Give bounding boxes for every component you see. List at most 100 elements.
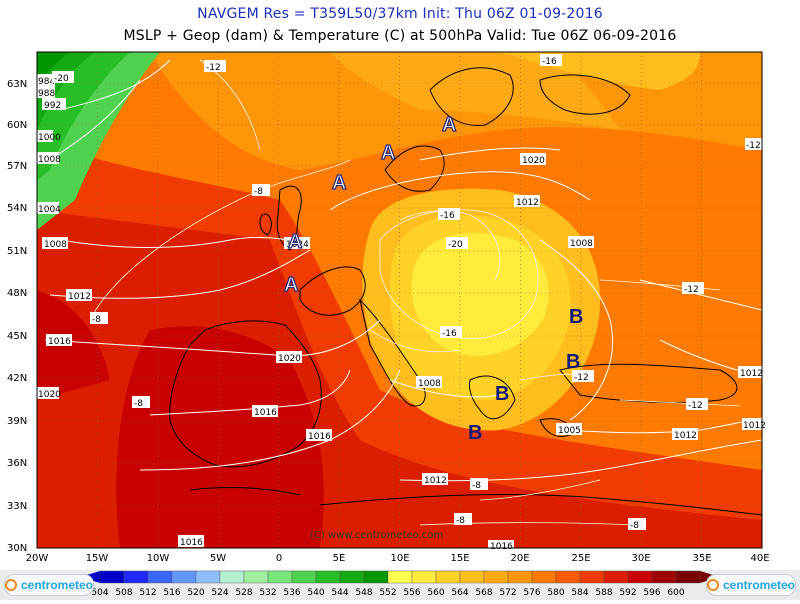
scale-value-label: 544 xyxy=(331,588,348,598)
low-pressure-marker: B xyxy=(569,306,583,328)
coastlines xyxy=(169,67,762,516)
scale-value-label: 536 xyxy=(283,588,300,598)
high-pressure-marker: A xyxy=(288,231,302,253)
scale-value-label: 540 xyxy=(307,588,324,598)
isobar-label: 1012 xyxy=(424,476,447,486)
lon-tick-label: 25E xyxy=(571,553,590,564)
scale-value-label: 548 xyxy=(355,588,372,598)
isobar-label: 1008 xyxy=(418,379,441,389)
scale-color-box xyxy=(147,570,173,584)
scale-color-box xyxy=(267,570,293,584)
isobar-label: 1012 xyxy=(516,198,539,208)
isobar-label: 1016 xyxy=(48,337,71,347)
map-frame xyxy=(36,51,763,549)
isobar-label: 1024 xyxy=(286,240,309,250)
scale-value-label: 552 xyxy=(379,588,396,598)
isobar-label: 1016 xyxy=(308,432,331,442)
scale-color-box xyxy=(291,570,317,584)
lon-tick-label: 35E xyxy=(692,553,711,564)
scale-value-label: 596 xyxy=(643,588,660,598)
scale-color-box xyxy=(195,570,221,584)
isotherm-label: -8 xyxy=(630,521,639,531)
lat-tick-label: 63N xyxy=(7,79,27,90)
high-pressure-marker: A xyxy=(284,274,298,296)
isotherm-label: -8 xyxy=(134,399,143,409)
isobar-label: 1020 xyxy=(278,354,301,364)
scale-value-label: 504 xyxy=(91,588,108,598)
lat-tick-label: 30N xyxy=(7,543,27,554)
lat-tick-label: 60N xyxy=(7,120,27,131)
lon-tick-label: 15W xyxy=(86,553,109,564)
isotherm-label: -8 xyxy=(92,315,101,325)
scale-value-label: 568 xyxy=(475,588,492,598)
lon-tick-label: 40E xyxy=(750,553,769,564)
chart-title-fields: MSLP + Geop (dam) & Temperature (C) at 5… xyxy=(123,28,677,44)
isobar-label: 984 xyxy=(38,77,55,87)
weather-map: 1008 1012 1016 1020 1024 1012 1008 1020 … xyxy=(7,51,770,564)
color-scale-bar: 504 508 512 516 520 524 528 532 536 540 544 548 552 5… xyxy=(80,570,720,598)
isobars xyxy=(44,59,762,482)
high-pressure-marker: A xyxy=(442,114,456,136)
scale-value-label: 572 xyxy=(499,588,516,598)
scale-value-label: 556 xyxy=(403,588,420,598)
scale-value-label: 516 xyxy=(163,588,180,598)
lat-tick-label: 39N xyxy=(7,416,27,427)
isotherm-label: -8 xyxy=(472,481,481,491)
scale-color-box xyxy=(363,570,389,584)
lon-tick-label: 30E xyxy=(631,553,650,564)
isobar-label: 1020 xyxy=(522,156,545,166)
isobar-label: 1000 xyxy=(38,133,61,143)
isotherm-label: -12 xyxy=(574,373,589,383)
scale-value-label: 600 xyxy=(667,588,684,598)
isobar-label: 1012 xyxy=(743,421,766,431)
scale-color-box xyxy=(387,570,413,584)
scale-value-label: 508 xyxy=(115,588,132,598)
lat-tick-label: 51N xyxy=(7,246,27,257)
scale-color-box xyxy=(531,570,557,584)
scale-color-box xyxy=(315,570,341,584)
scale-color-box xyxy=(435,570,461,584)
scale-color-box xyxy=(171,570,197,584)
isobar-label: 1012 xyxy=(68,292,91,302)
scale-value-label: 584 xyxy=(571,588,588,598)
scale-color-box xyxy=(99,570,125,584)
lat-tick-label: 54N xyxy=(7,203,27,214)
lat-tick-label: 33N xyxy=(7,501,27,512)
color-scale-legend: 504 508 512 516 520 524 528 532 536 540 544 548 552 5… xyxy=(0,570,800,600)
lat-lon-grid xyxy=(37,52,762,548)
isotherm-labels: -20 -16 -12 -8 -8 -8 -16 -20 -16 -12 -12… xyxy=(52,54,762,531)
isotherm-label: -12 xyxy=(746,141,761,151)
lon-tick-label: 10W xyxy=(147,553,170,564)
isobar-label: 1005 xyxy=(558,426,581,436)
lat-tick-label: 45N xyxy=(7,331,27,342)
low-pressure-marker: B xyxy=(566,351,580,373)
lon-tick-label: 5E xyxy=(333,553,346,564)
isobar-label: 1020 xyxy=(38,390,61,400)
scale-color-box xyxy=(483,570,509,584)
low-pressure-marker: B xyxy=(468,422,482,444)
isotherm-label: -8 xyxy=(254,187,263,197)
scale-color-box xyxy=(411,570,437,584)
brand-logo-right: centrometeo xyxy=(706,574,796,596)
isotherm-label: -12 xyxy=(688,401,703,411)
lon-tick-label: 0 xyxy=(276,553,282,564)
scale-color-box xyxy=(339,570,365,584)
isobar-label: 1012 xyxy=(740,369,763,379)
isobar-label: 1016 xyxy=(254,408,277,418)
scale-value-label: 576 xyxy=(523,588,540,598)
scale-color-box xyxy=(627,570,653,584)
low-pressure-marker: B xyxy=(495,383,509,405)
scale-value-label: 512 xyxy=(139,588,156,598)
lon-tick-label: 10E xyxy=(390,553,409,564)
lat-tick-label: 36N xyxy=(7,458,27,469)
scale-color-box xyxy=(603,570,629,584)
lon-tick-label: 20W xyxy=(26,553,49,564)
lon-tick-label: 15E xyxy=(450,553,469,564)
logo-ring-icon xyxy=(707,579,719,591)
isotherm-label: -20 xyxy=(54,74,69,84)
lat-tick-label: 57N xyxy=(7,161,27,172)
scale-color-box xyxy=(675,570,701,584)
lat-tick-label: 48N xyxy=(7,288,27,299)
high-pressure-marker: A xyxy=(332,172,346,194)
isotherm-label: -12 xyxy=(684,285,699,295)
